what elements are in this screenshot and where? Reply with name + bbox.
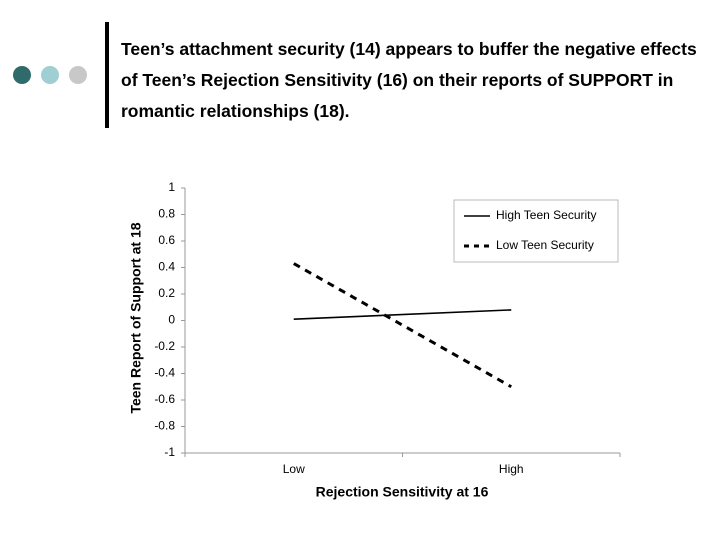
- y-tick-label: -1: [164, 445, 175, 459]
- y-tick-label: -0.4: [154, 366, 175, 380]
- y-axis-title: Teen Report of Support at 18: [128, 222, 144, 413]
- legend-label: High Teen Security: [496, 208, 597, 222]
- y-tick-label: 0.4: [158, 260, 175, 274]
- series-line: [293, 309, 512, 320]
- y-tick-label: 1: [168, 180, 175, 194]
- y-tick-label: 0.6: [158, 233, 175, 247]
- y-tick-label: -0.8: [154, 419, 175, 433]
- x-tick-label: High: [499, 462, 524, 476]
- y-tick-label: 0.2: [158, 286, 175, 300]
- y-tick-label: -0.2: [154, 339, 175, 353]
- legend-box: [453, 199, 619, 263]
- y-tick-label: -0.6: [154, 392, 175, 406]
- legend-label: Low Teen Security: [496, 238, 594, 252]
- slide-title: Teen’s attachment security (14) appears …: [121, 39, 697, 121]
- series-line: [293, 262, 512, 389]
- title-bar: [105, 22, 109, 128]
- decor-dot: [41, 66, 59, 84]
- decor-dot: [69, 66, 87, 84]
- y-tick-label: 0: [168, 313, 175, 327]
- x-tick-label: Low: [283, 462, 305, 476]
- y-tick-label: 0.8: [158, 207, 175, 221]
- decor-dot: [13, 66, 31, 84]
- x-axis-title: Rejection Sensitivity at 16: [316, 484, 489, 500]
